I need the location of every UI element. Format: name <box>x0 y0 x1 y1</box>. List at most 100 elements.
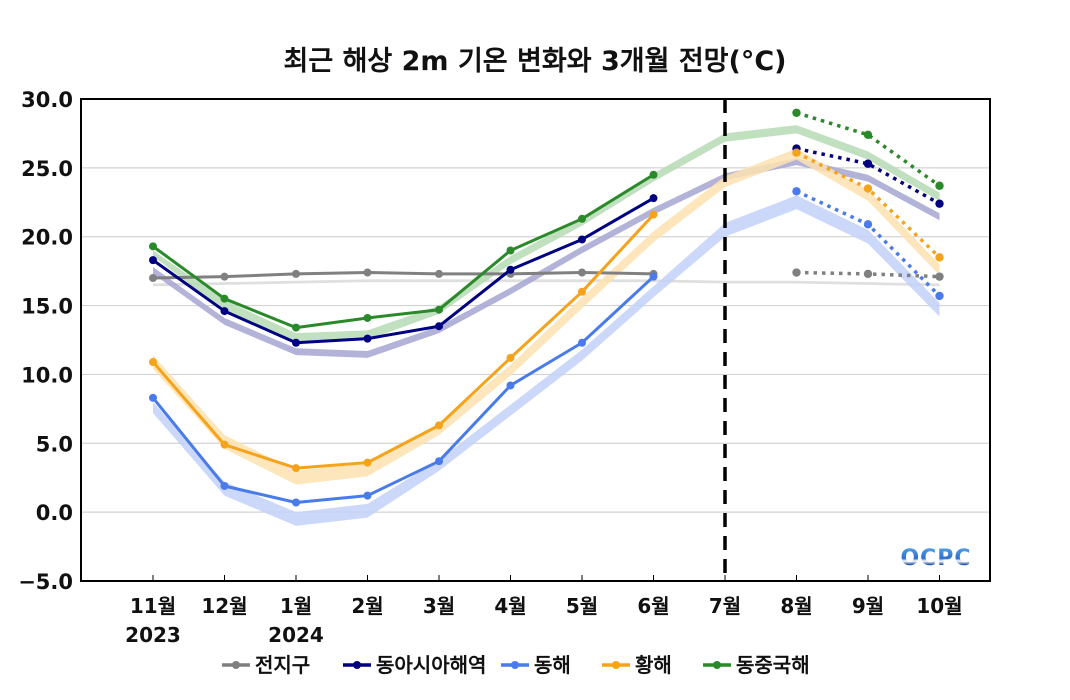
observed-point <box>292 338 300 347</box>
observed-point <box>578 338 586 347</box>
observed-line-4 <box>152 173 655 330</box>
plot-frame <box>80 98 991 582</box>
y-tick-label: 20.0 <box>21 226 73 250</box>
forecast-point <box>863 220 873 229</box>
legend-label: 전지구 <box>255 653 310 677</box>
observed-point <box>506 381 515 390</box>
legend-swatch-marker <box>353 661 361 669</box>
series-lines <box>149 108 944 507</box>
observed-point <box>506 353 515 362</box>
legend-swatch-marker <box>511 661 519 669</box>
observed-point <box>220 307 229 316</box>
climatology-bands <box>153 125 940 526</box>
x-tick-label: 12월 <box>201 594 247 618</box>
y-tick-label: 10.0 <box>21 363 73 387</box>
legend-item-0: 전지구 <box>222 653 310 677</box>
legend-label: 황해 <box>635 653 672 677</box>
x-tick-label: 7월 <box>709 594 741 618</box>
x-tick-label: 11월 <box>130 594 176 618</box>
observed-point <box>649 170 658 179</box>
x-tick-label: 10월 <box>916 594 962 618</box>
observed-point <box>149 242 157 251</box>
observed-point <box>649 210 658 219</box>
observed-point <box>363 458 372 467</box>
observed-point <box>363 313 372 322</box>
forecast-point <box>935 291 944 301</box>
chart-title: 최근 해상 2m 기온 변화와 3개월 전망(°C) <box>283 46 786 77</box>
y-tick-label: 30.0 <box>21 88 73 112</box>
observed-point <box>220 294 229 303</box>
legend-item-3: 황해 <box>602 653 672 677</box>
observed-point <box>363 334 372 343</box>
forecast-point <box>935 253 944 262</box>
observed-point <box>220 272 229 281</box>
climatology-band-2 <box>153 195 940 526</box>
forecast-point <box>792 268 801 277</box>
forecast-point <box>935 199 944 208</box>
ocpc-logo: OCPC <box>900 546 971 571</box>
observed-point <box>578 287 586 296</box>
legend-swatch-marker <box>612 661 620 669</box>
x-year-label: 2023 <box>125 623 181 647</box>
forecast-point <box>863 184 873 193</box>
gridlines <box>81 167 990 513</box>
legend-item-2: 동해 <box>501 653 571 677</box>
observed-point <box>149 358 157 367</box>
climatology-band-3 <box>153 148 940 485</box>
observed-point <box>578 214 586 223</box>
legend: 전지구 동아시아해역 동해 황해 동중국해 <box>222 653 810 677</box>
forecast-point <box>863 130 873 140</box>
legend-label: 동아시아해역 <box>376 653 486 677</box>
forecast-line-1 <box>796 146 941 206</box>
observed-point <box>506 265 515 274</box>
y-axis-ticks: 30.0 25.0 20.0 15.0 10.0 5.0 0.0 −5.0 <box>18 88 73 594</box>
y-tick-label: 25.0 <box>21 157 73 181</box>
forecast-point <box>792 108 801 117</box>
legend-swatch-marker <box>713 661 721 669</box>
observed-point <box>435 421 443 430</box>
ocpc-logo-text: OCPC <box>900 546 971 571</box>
observed-point <box>506 246 515 255</box>
observed-point <box>149 274 157 283</box>
observed-point <box>578 235 586 244</box>
observed-point <box>220 481 229 490</box>
observed-point <box>363 268 372 277</box>
observed-point <box>292 269 300 278</box>
observed-point <box>149 256 157 265</box>
forecast-line-0 <box>796 270 940 279</box>
observed-line-0 <box>152 271 654 280</box>
observed-point <box>578 268 586 277</box>
observed-point <box>292 323 300 332</box>
observed-point <box>435 305 443 314</box>
observed-point <box>292 464 300 473</box>
forecast-point <box>863 269 873 279</box>
x-axis-ticks: 11월 12월 1월 2월 3월 4월 5월 6월 7월 8월 9월 10월 2023 2024 <box>125 575 963 647</box>
observed-point <box>649 194 658 203</box>
observed-point <box>292 498 300 507</box>
x-tick-label: 3월 <box>423 594 455 618</box>
y-tick-label: −5.0 <box>18 570 73 594</box>
observed-point <box>435 269 443 278</box>
y-tick-label: 5.0 <box>36 432 73 456</box>
x-year-label: 2024 <box>268 623 324 647</box>
forecast-point <box>792 148 801 157</box>
legend-label: 동해 <box>534 653 571 677</box>
x-tick-label: 4월 <box>494 594 526 618</box>
observed-point <box>363 491 372 500</box>
y-tick-label: 15.0 <box>21 295 73 319</box>
forecast-point <box>863 159 873 168</box>
observed-point <box>220 440 229 449</box>
x-tick-label: 9월 <box>852 594 884 618</box>
forecast-point <box>935 181 944 190</box>
observed-point <box>435 322 443 331</box>
forecast-point <box>792 187 801 196</box>
x-tick-label: 2월 <box>351 594 383 618</box>
legend-item-4: 동중국해 <box>703 653 810 677</box>
observed-line-3 <box>151 213 655 470</box>
x-tick-label: 5월 <box>566 594 598 618</box>
observed-point <box>149 393 157 402</box>
x-tick-label: 1월 <box>280 594 312 618</box>
observed-point <box>649 272 658 281</box>
observed-line-1 <box>152 196 655 345</box>
